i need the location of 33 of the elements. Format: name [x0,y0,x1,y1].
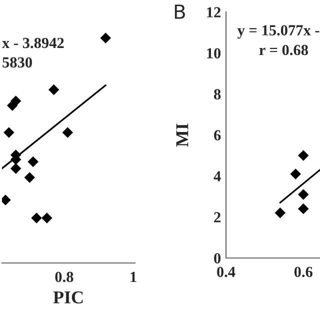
x-axis-title: PIC [53,291,83,304]
x-tick-label: 0.8 [55,272,74,282]
chart-title: B [174,4,185,19]
y-tick-label: 4 [214,171,221,182]
point [298,150,309,161]
annotation: y = 15.077x - [237,25,320,39]
point [4,127,14,138]
annotation: r = 0.68 [259,44,308,56]
point [62,127,74,138]
y-tick-label: 2 [214,212,220,222]
point [298,189,309,200]
annotation: 5830 [2,57,32,68]
y-tick-label: 10 [207,48,221,58]
point [28,156,38,168]
point [10,163,22,174]
point [42,212,52,224]
point [31,212,42,224]
point [290,168,302,180]
y-tick-label: 8 [214,89,221,100]
y-tick-label: 0 [214,253,221,264]
x-tick-label: 0.6 [294,266,312,278]
annotation: x - 3.8942 [2,38,64,48]
point [100,32,112,44]
point [24,172,36,183]
y-tick-label: 6 [214,130,221,140]
x-tick-label: 1 [130,272,136,282]
y-axis-title: MI [176,124,188,147]
point [10,96,22,106]
point [48,84,60,96]
point [298,203,309,214]
y-tick-label: 12 [207,7,220,18]
point [274,208,286,218]
x-tick-label: 0.4 [217,266,236,278]
